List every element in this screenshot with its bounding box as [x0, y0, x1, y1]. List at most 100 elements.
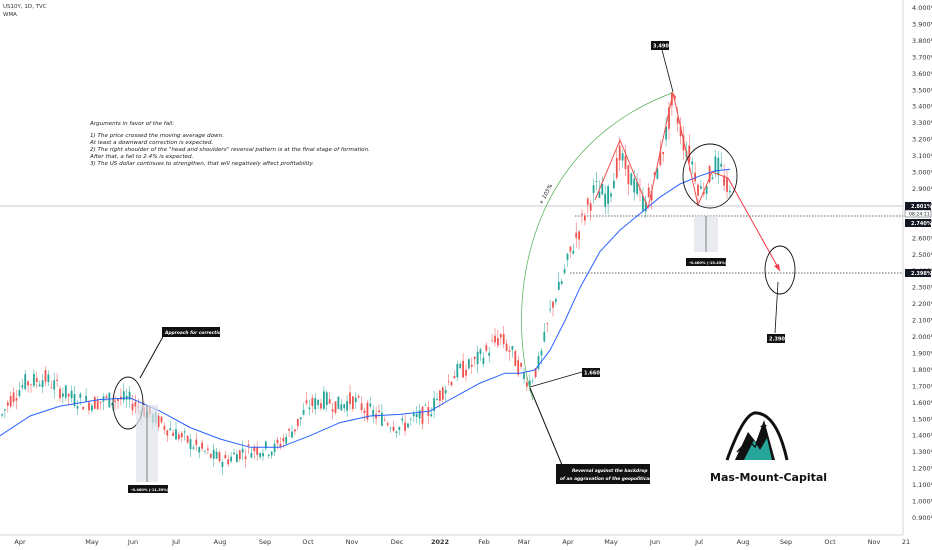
candle-body: [410, 418, 412, 420]
candle-body: [389, 428, 392, 429]
x-tick-label: May: [604, 538, 618, 546]
y-tick-label: 2.300%: [912, 284, 932, 292]
price-axis[interactable]: 4.000% 3.900% 3.800% 3.700% 3.600% 3.500% 3.40…: [912, 4, 932, 522]
candle-body: [517, 360, 520, 375]
x-tick-label: Apr: [14, 538, 26, 546]
peak-callout-line: [661, 49, 674, 93]
candle-body: [462, 360, 464, 378]
candle-body: [18, 390, 21, 397]
candle-body: [560, 281, 563, 284]
target-price-text: 2.398%: [911, 271, 932, 277]
current-price-tag: [905, 202, 931, 210]
reversal-tag: [556, 464, 650, 484]
candle-body: [729, 190, 731, 193]
x-tick-label: Nov: [346, 538, 359, 546]
x-tick-label: Nov: [868, 538, 881, 546]
candle-body: [337, 396, 340, 410]
candle-body: [317, 399, 319, 405]
x-tick-label: Apr: [562, 538, 574, 546]
candle-body: [430, 414, 433, 417]
candle-body: [270, 451, 273, 456]
y-tick-label: 3.500%: [912, 86, 932, 94]
y-tick-label: 3.200%: [912, 136, 932, 144]
candle-body: [79, 393, 82, 398]
candle-body: [468, 359, 470, 369]
candle-body: [511, 346, 514, 350]
candle-body: [598, 191, 601, 198]
low-tag: [582, 368, 600, 377]
candle-body: [691, 161, 694, 165]
candle-body: [668, 107, 670, 129]
candle-body: [311, 397, 314, 406]
candle-body: [700, 186, 702, 189]
candle-body: [212, 449, 215, 459]
candle-body: [682, 135, 685, 151]
candle-body: [618, 145, 621, 161]
candle-body: [256, 447, 259, 455]
candle-body: [346, 401, 348, 411]
candle-body: [665, 126, 667, 140]
y-tick-label: 1.500%: [912, 415, 932, 423]
approach-tag: [162, 327, 220, 337]
candle-body: [178, 434, 180, 439]
x-tick-label: May: [85, 538, 99, 546]
measure-text-left: -0.460% (-11.39%) -460: [131, 488, 179, 492]
candle-body: [73, 393, 76, 406]
indicator-line: WMA: [3, 12, 17, 18]
candle-body: [601, 183, 604, 195]
candle-body: [470, 364, 473, 367]
candle-body: [479, 349, 482, 355]
candle-body: [714, 156, 717, 173]
candle-body: [111, 403, 114, 406]
candle-body: [291, 431, 293, 438]
candle-body: [694, 172, 696, 182]
y-tick-label: 2.100%: [912, 317, 932, 325]
candle-body: [88, 402, 90, 411]
candle-body: [247, 444, 250, 447]
candle-body: [299, 417, 302, 420]
peak-tag: [651, 41, 669, 50]
y-tick-label: 1.400%: [912, 432, 932, 440]
candle-body: [288, 429, 290, 431]
low-text: 1.660%: [584, 371, 605, 377]
x-tick-label: Oct: [824, 538, 836, 546]
candle-body: [688, 145, 691, 163]
candle-body: [76, 406, 79, 409]
candle-body: [114, 400, 116, 402]
time-axis[interactable]: Apr May Jun Jul Aug Sep Oct Nov Dec 2022 Feb Mar Apr…: [14, 538, 910, 546]
candle-body: [296, 419, 299, 427]
candle-body: [650, 191, 653, 201]
x-tick-label: Oct: [302, 538, 314, 546]
note-line: At least a downward correction is expect…: [89, 140, 213, 146]
candle-body: [328, 399, 331, 404]
candle-body: [33, 373, 35, 386]
candle-body: [523, 373, 525, 380]
analysis-notes: Arguments in favor of the fall: 1) The pr…: [89, 121, 370, 167]
candle-body: [679, 126, 682, 137]
candle-body: [488, 352, 491, 356]
candle-body: [262, 452, 264, 457]
target-price-tag: [905, 269, 931, 277]
x-tick-label: 21: [902, 538, 910, 546]
measure-text-right: -0.460% (-15.45%) -460: [689, 261, 737, 265]
candle-body: [514, 351, 517, 367]
approach-callout-line: [139, 332, 166, 379]
candle-body: [24, 374, 27, 390]
candle-body: [375, 413, 377, 419]
candle-body: [546, 323, 549, 324]
candle-body: [441, 387, 444, 400]
candle-body: [279, 443, 282, 448]
candle-body: [265, 441, 267, 449]
candle-body: [378, 410, 380, 413]
y-tick-label: 1.000%: [912, 498, 932, 506]
candle-body: [482, 357, 485, 364]
candle-body: [201, 442, 203, 449]
candle-body: [9, 395, 12, 407]
candle-body: [131, 403, 134, 411]
candle-body: [285, 436, 288, 444]
y-tick-label: 2.200%: [912, 300, 932, 308]
candle-body: [35, 378, 38, 382]
low-callout-line: [529, 371, 583, 388]
candle-body: [1, 414, 3, 416]
